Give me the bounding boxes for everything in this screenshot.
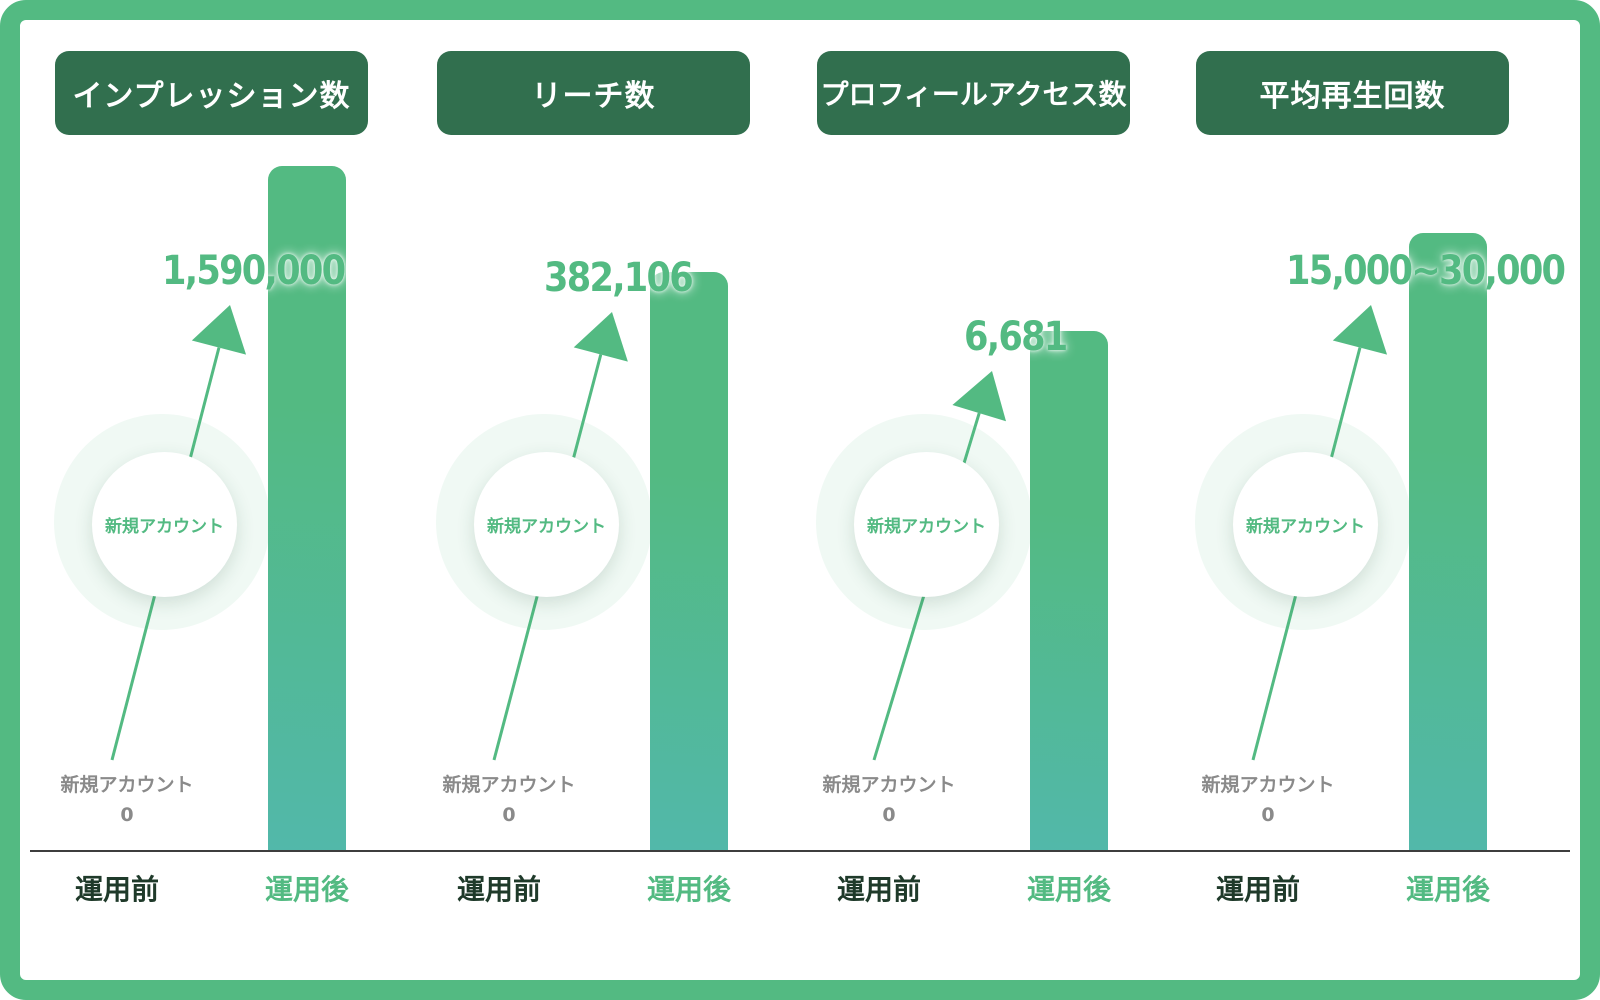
- panel-3: プロフィールアクセス数新規アカウント 6,681 新規アカウント 0 運用前 運用後: [802, 20, 1192, 980]
- after-value-label: 382,106: [544, 255, 694, 301]
- arrow-head: [573, 312, 628, 362]
- arrow-head: [191, 305, 247, 355]
- panel-2: リーチ数新規アカウント 382,106 新規アカウント 0 運用前 運用後: [422, 20, 812, 980]
- before-value-block: 新規アカウント 0: [424, 770, 594, 830]
- before-value: 0: [502, 804, 516, 826]
- new-account-badge: 新規アカウント: [854, 452, 999, 597]
- before-value: 0: [120, 804, 134, 826]
- new-account-badge: 新規アカウント: [1233, 452, 1378, 597]
- x-label-after: 運用後: [1027, 873, 1112, 906]
- panel-1: インプレッション数新規アカウント 1,590,000 新規アカウント 0 運用前 運用後: [40, 20, 430, 980]
- after-value-label: 15,000~30,000: [1286, 248, 1566, 294]
- before-value: 0: [882, 804, 896, 826]
- x-axis-baseline: [30, 850, 1570, 852]
- x-label-after: 運用後: [265, 873, 350, 906]
- after-value-label: 6,681: [964, 314, 1068, 360]
- panel-title: インプレッション数: [55, 51, 368, 135]
- before-value-block: 新規アカウント 0: [42, 770, 212, 830]
- before-label-text: 新規アカウント: [442, 774, 576, 796]
- arrow-head: [952, 371, 1007, 422]
- bar-after: [650, 272, 728, 852]
- bar-after: [1030, 331, 1108, 852]
- panel-4: 平均再生回数新規アカウント 15,000~30,000 新規アカウント 0 運用前 運用後: [1181, 20, 1571, 980]
- before-value: 0: [1261, 804, 1275, 826]
- before-value-block: 新規アカウント 0: [1183, 770, 1353, 830]
- arrow-head: [1332, 305, 1388, 355]
- bar-after: [1409, 233, 1487, 852]
- bar-after: [268, 166, 346, 852]
- panel-title: リーチ数: [437, 51, 750, 135]
- x-label-before: 運用前: [75, 873, 160, 906]
- x-label-after: 運用後: [1406, 873, 1491, 906]
- x-label-before: 運用前: [457, 873, 542, 906]
- before-label-text: 新規アカウント: [822, 774, 956, 796]
- new-account-badge: 新規アカウント: [474, 452, 619, 597]
- before-label-text: 新規アカウント: [1201, 774, 1335, 796]
- panel-title: 平均再生回数: [1196, 51, 1509, 135]
- before-value-block: 新規アカウント 0: [804, 770, 974, 830]
- x-label-after: 運用後: [647, 873, 732, 906]
- new-account-badge: 新規アカウント: [92, 452, 237, 597]
- panel-title: プロフィールアクセス数: [817, 51, 1130, 135]
- x-label-before: 運用前: [837, 873, 922, 906]
- after-value-label: 1,590,000: [162, 248, 346, 294]
- x-label-before: 運用前: [1216, 873, 1301, 906]
- before-label-text: 新規アカウント: [60, 774, 194, 796]
